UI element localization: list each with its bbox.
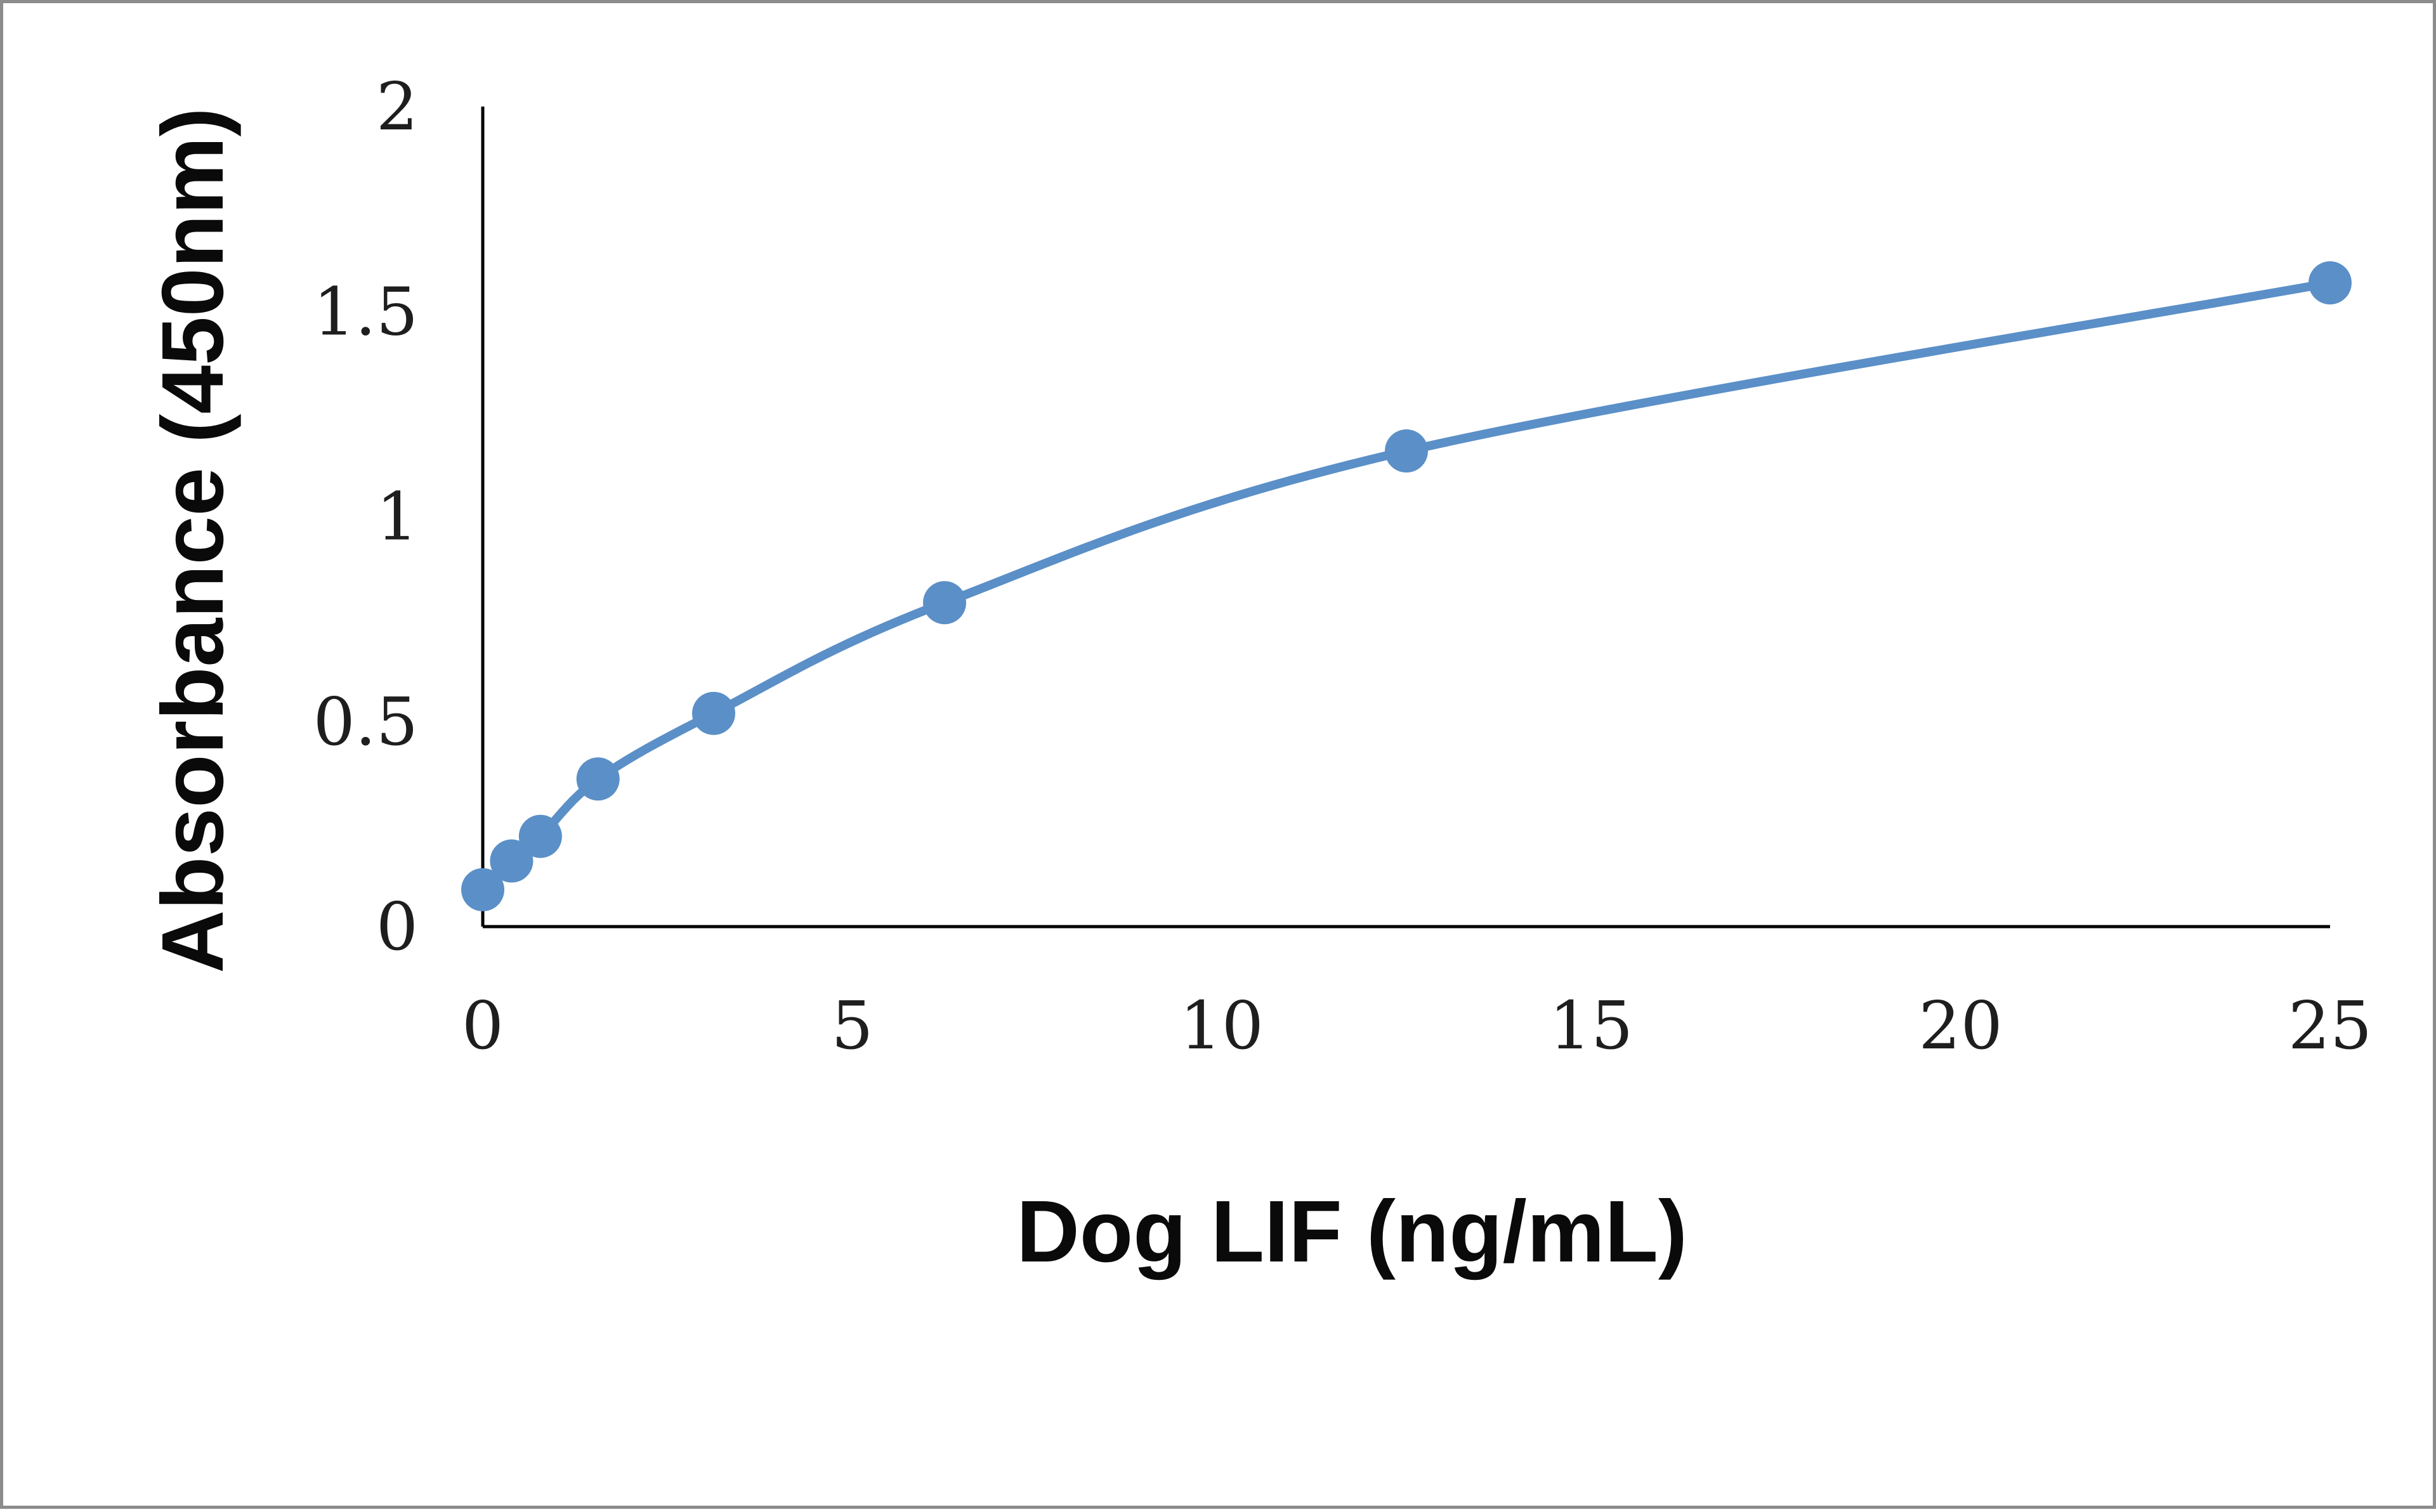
y-tick-label: 2 — [376, 68, 418, 145]
data-point — [461, 868, 504, 911]
y-axis-title: Absorbance (450nm) — [144, 107, 242, 973]
x-tick-labels: 0 5 10 15 20 25 — [462, 987, 2372, 1064]
data-point — [490, 839, 534, 883]
y-tick-label: 1.5 — [313, 273, 418, 350]
axes — [481, 107, 2330, 929]
x-tick-label: 0 — [462, 987, 504, 1064]
x-tick-label: 15 — [1549, 987, 1633, 1064]
data-points — [461, 261, 2352, 911]
standard-curve-chart: 0 0.5 1 1.5 2 0 5 10 15 20 25 Dog LIF (ng/mL) Abs… — [144, 68, 2372, 1281]
data-point — [692, 691, 735, 735]
series-line — [478, 278, 2334, 894]
data-point — [1385, 429, 1428, 473]
y-tick-label: 1 — [376, 478, 418, 556]
y-tick-label: 0 — [376, 888, 418, 965]
x-tick-label: 10 — [1180, 987, 1264, 1064]
y-tick-label: 0.5 — [313, 683, 418, 760]
x-axis-title: Dog LIF (ng/mL) — [1016, 1183, 1687, 1281]
y-tick-labels: 0 0.5 1 1.5 2 — [313, 68, 418, 965]
data-point — [518, 814, 562, 858]
x-tick-label: 25 — [2288, 987, 2372, 1064]
x-tick-label: 20 — [1918, 987, 2002, 1064]
data-point — [923, 581, 966, 625]
x-tick-label: 5 — [831, 987, 873, 1064]
data-point — [2308, 261, 2352, 304]
data-point — [576, 757, 620, 801]
